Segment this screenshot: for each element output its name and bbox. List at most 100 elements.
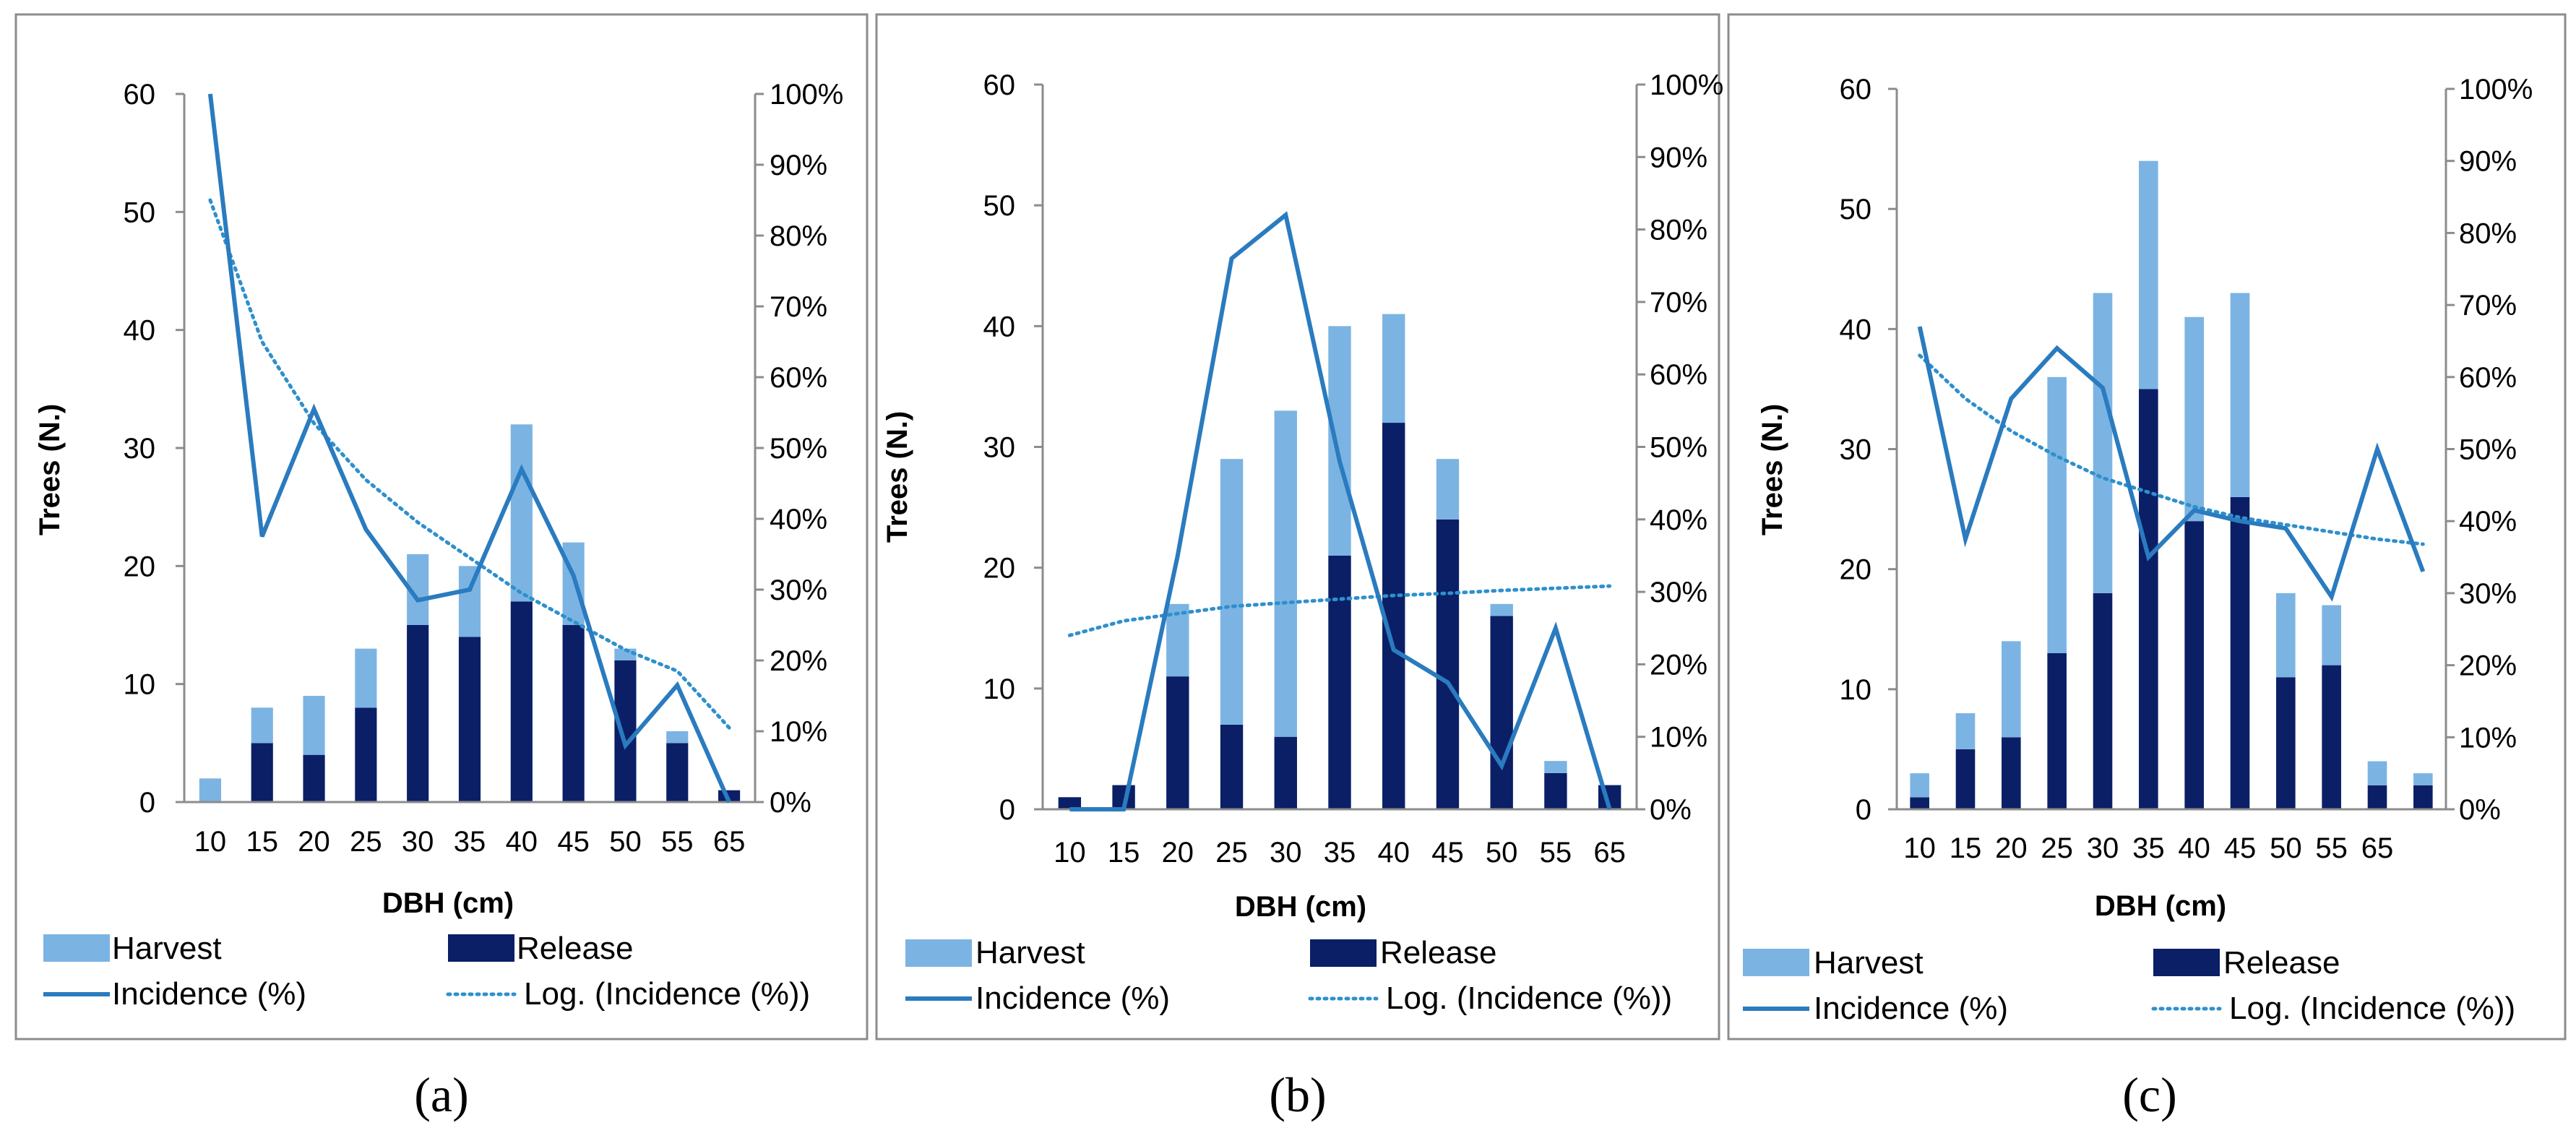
harvest-bar (1382, 314, 1405, 423)
release-bar (2230, 496, 2250, 809)
y-tick-label: 30 (1840, 434, 1872, 466)
x-tick-label: 50 (1486, 837, 1518, 869)
x-tick-label: 20 (298, 826, 330, 858)
release-bar (510, 601, 533, 802)
legend-harvest-swatch (1743, 949, 1809, 976)
release-bar (1220, 724, 1244, 809)
panel-b-frame (875, 13, 1720, 1041)
release-bar (614, 660, 637, 802)
release-bar (666, 743, 689, 802)
y2-tick-label: 0% (1650, 794, 1692, 826)
x-tick-label: 25 (1215, 837, 1248, 869)
panel-b-plot: 0 10 20 30 40 50 60 0% 10% 20% 30% 40% 50% 60% 70% 80% 9… (983, 69, 1724, 869)
y-tick-label: 0 (999, 794, 1015, 826)
x-tick-label: 35 (1324, 837, 1356, 869)
y-tick-label: 40 (124, 315, 156, 347)
x-tick-label: 15 (1950, 832, 1982, 864)
release-bar (1910, 797, 1929, 809)
release-bar (251, 743, 273, 802)
panel-c-x-axis-title: DBH (cm) (2095, 890, 2226, 922)
x-tick-label: 55 (661, 826, 694, 858)
x-tick-label: 30 (402, 826, 434, 858)
release-bar (2367, 785, 2387, 809)
y-tick-label: 0 (139, 787, 155, 819)
x-tick-label: 15 (246, 826, 278, 858)
x-tick-label: 15 (1108, 837, 1140, 869)
legend-harvest-label: Harvest (975, 935, 1085, 970)
release-bar (2139, 389, 2158, 809)
x-tick-label: 40 (1377, 837, 1410, 869)
harvest-bar (2139, 160, 2158, 389)
legend-release-swatch (2153, 949, 2220, 976)
panel-c-frame (1727, 13, 2567, 1041)
release-bar (2276, 677, 2296, 809)
y2-tick-label: 80% (1650, 215, 1707, 246)
x-tick-label: 65 (2361, 832, 2394, 864)
release-bar (355, 707, 377, 802)
release-bar (407, 625, 429, 802)
release-bar (1058, 797, 1082, 809)
panel-b-x-axis-title: DBH (cm) (1235, 891, 1366, 923)
legend-release-label: Release (2223, 945, 2340, 981)
legend-trend-label: Log. (Incidence (%)) (1386, 981, 1672, 1016)
y2-tick-label: 30% (770, 574, 827, 606)
release-bar (1328, 555, 1351, 809)
harvest-bar (251, 707, 273, 744)
y2-tick-label: 100% (2459, 74, 2533, 105)
panel-b-caption: (b) (1269, 1067, 1326, 1122)
panel-b-y-axis-title: Trees (N.) (882, 411, 913, 543)
x-tick-label: 45 (2224, 832, 2257, 864)
release-bar (2002, 737, 2021, 809)
y2-tick-label: 100% (1650, 69, 1723, 101)
x-tick-label: 55 (1540, 837, 1572, 869)
release-bar (458, 637, 481, 802)
x-tick-label: 35 (2132, 832, 2165, 864)
x-tick-label: 25 (350, 826, 382, 858)
y2-tick-label: 40% (770, 504, 827, 535)
incidence-line (1917, 326, 2426, 602)
harvest-bar (1436, 459, 1460, 520)
panel-c-y-axis-title: Trees (N.) (1757, 404, 1788, 535)
panel-a: 0 10 20 30 40 50 60 0% 10% 20% 30% 40% 50% 60% 70% 80% 9… (14, 13, 869, 1122)
x-tick-label: 35 (454, 826, 486, 858)
harvest-bar (2276, 593, 2296, 678)
y2-tick-label: 30% (2459, 578, 2517, 610)
y-tick-label: 40 (983, 311, 1016, 343)
harvest-bar (666, 731, 689, 744)
y2-tick-label: 70% (2459, 290, 2517, 322)
y-tick-label: 20 (983, 553, 1016, 585)
panel-a-plot: 0 10 20 30 40 50 60 0% 10% 20% 30% 40% 50% 60% 70% 80% 9… (124, 79, 844, 858)
y-tick-label: 50 (983, 190, 1016, 222)
y-tick-label: 20 (1840, 554, 1872, 586)
x-tick-label: 40 (2178, 832, 2210, 864)
legend-harvest-label: Harvest (112, 931, 222, 966)
y-tick-label: 30 (124, 433, 156, 465)
release-bar (562, 625, 585, 802)
harvest-bar (1274, 410, 1297, 737)
y2-tick-label: 10% (2459, 722, 2517, 754)
x-tick-label: 50 (609, 826, 642, 858)
legend-trend-label: Log. (Incidence (%)) (524, 976, 810, 1012)
release-bar (1166, 676, 1189, 809)
harvest-bar (2184, 316, 2204, 522)
x-tick-label: 10 (1903, 832, 1936, 864)
x-tick-label: 65 (713, 826, 746, 858)
y2-tick-label: 70% (770, 291, 827, 323)
legend-release-label: Release (517, 931, 633, 966)
panel-b: 0 10 20 30 40 50 60 0% 10% 20% 30% 40% 50% 60% 70% 80% 9… (875, 13, 1724, 1122)
y2-tick-label: 30% (1650, 577, 1707, 608)
y2-tick-label: 0% (2459, 794, 2501, 826)
x-tick-label: 20 (1995, 832, 2028, 864)
harvest-bar (2002, 641, 2021, 738)
y-tick-label: 40 (1840, 314, 1872, 345)
harvest-bar (562, 542, 585, 625)
x-tick-label: 10 (194, 826, 227, 858)
release-bar (2413, 785, 2433, 809)
y2-tick-label: 90% (770, 150, 827, 181)
release-bar (303, 754, 325, 802)
release-bar (1544, 772, 1567, 809)
release-bar (2047, 652, 2067, 809)
y2-tick-label: 60% (770, 362, 827, 394)
x-tick-label: 45 (1431, 837, 1464, 869)
